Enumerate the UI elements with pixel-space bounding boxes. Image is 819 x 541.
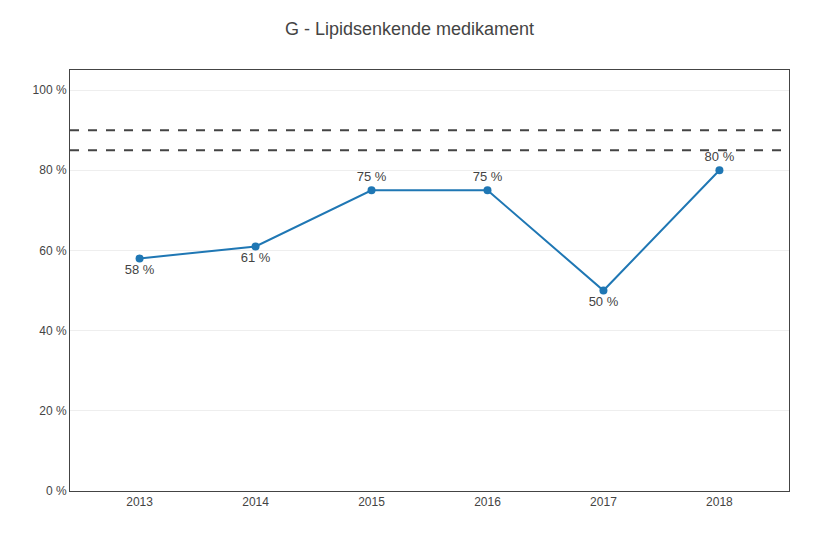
svg-text:50 %: 50 % — [589, 294, 619, 309]
svg-text:G - Lipidsenkende medikament: G - Lipidsenkende medikament — [285, 19, 534, 39]
svg-text:2018: 2018 — [706, 495, 733, 509]
svg-text:58 %: 58 % — [125, 262, 155, 277]
svg-text:2013: 2013 — [126, 495, 153, 509]
svg-text:75 %: 75 % — [473, 169, 503, 184]
svg-text:60 %: 60 % — [39, 244, 67, 258]
svg-text:2015: 2015 — [358, 495, 385, 509]
svg-text:2017: 2017 — [590, 495, 617, 509]
svg-text:100 %: 100 % — [33, 83, 67, 97]
svg-text:40 %: 40 % — [39, 324, 67, 338]
svg-text:0 %: 0 % — [46, 484, 67, 498]
svg-text:2016: 2016 — [474, 495, 501, 509]
svg-text:80 %: 80 % — [705, 149, 735, 164]
svg-text:75 %: 75 % — [357, 169, 387, 184]
svg-text:20 %: 20 % — [39, 404, 67, 418]
svg-text:80 %: 80 % — [39, 163, 67, 177]
svg-text:61 %: 61 % — [241, 250, 271, 265]
svg-text:2014: 2014 — [242, 495, 269, 509]
